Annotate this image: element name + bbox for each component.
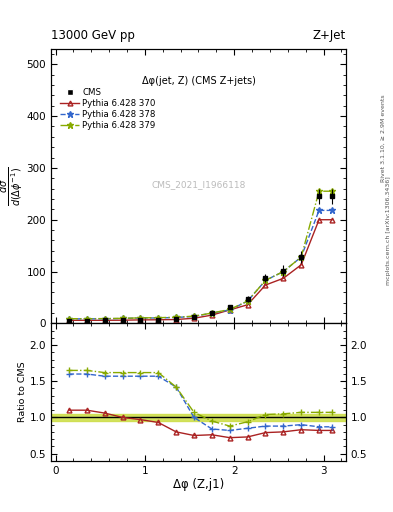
Text: Δφ(jet, Z) (CMS Z+jets): Δφ(jet, Z) (CMS Z+jets) bbox=[141, 76, 255, 86]
Bar bbox=[51, 414, 346, 421]
Text: Rivet 3.1.10, ≥ 2.9M events: Rivet 3.1.10, ≥ 2.9M events bbox=[381, 94, 386, 182]
Text: 13000 GeV pp: 13000 GeV pp bbox=[51, 29, 135, 42]
Y-axis label: $\frac{d\sigma}{d(\Delta\phi^{-1})}$: $\frac{d\sigma}{d(\Delta\phi^{-1})}$ bbox=[0, 166, 25, 206]
Text: mcplots.cern.ch [arXiv:1306.3436]: mcplots.cern.ch [arXiv:1306.3436] bbox=[386, 176, 391, 285]
Legend: CMS, Pythia 6.428 370, Pythia 6.428 378, Pythia 6.428 379: CMS, Pythia 6.428 370, Pythia 6.428 378,… bbox=[58, 86, 158, 132]
Y-axis label: Ratio to CMS: Ratio to CMS bbox=[18, 362, 27, 422]
Text: Z+Jet: Z+Jet bbox=[312, 29, 346, 42]
X-axis label: Δφ (Z,j1): Δφ (Z,j1) bbox=[173, 478, 224, 492]
Text: CMS_2021_I1966118: CMS_2021_I1966118 bbox=[151, 181, 246, 189]
